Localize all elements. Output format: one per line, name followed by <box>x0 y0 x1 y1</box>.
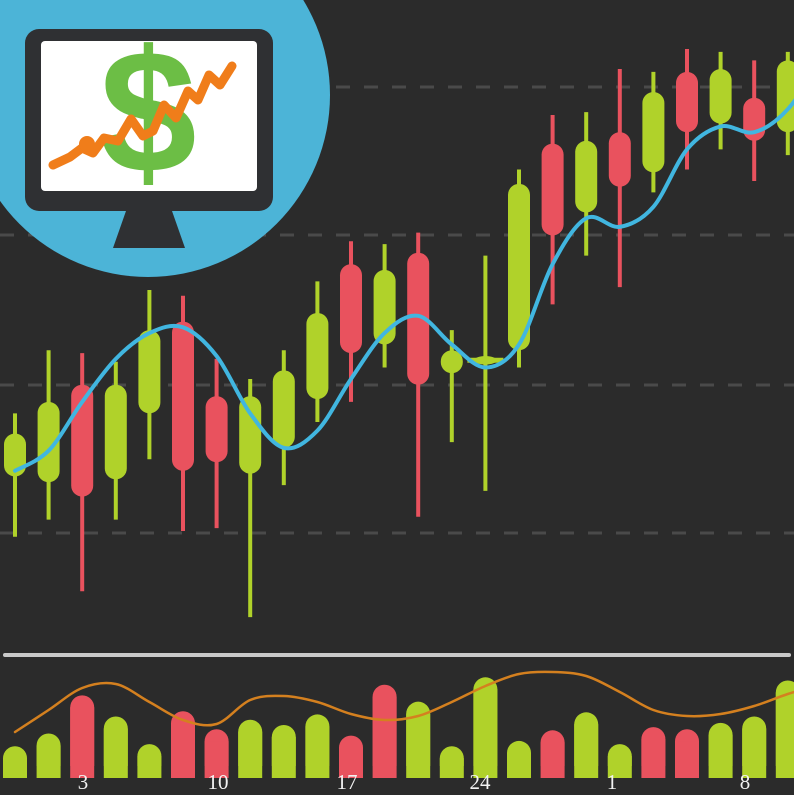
x-axis-tick-labels: 3 10 17 24 1 8 <box>78 770 751 794</box>
volume-bar-base <box>36 745 61 778</box>
volume-bar-base <box>708 734 733 778</box>
candle[interactable] <box>306 281 329 422</box>
volume-overlay-line <box>13 670 794 734</box>
candle-body <box>709 69 732 124</box>
candle-body <box>508 183 530 351</box>
candle[interactable] <box>138 290 161 460</box>
candle-body <box>608 132 631 187</box>
volume-bar-base <box>103 728 128 778</box>
candle-body <box>205 396 228 463</box>
volume-bar-base <box>238 731 263 778</box>
volume-bar-base <box>271 737 296 778</box>
x-axis-tick-label: 3 <box>78 770 89 794</box>
candle-body <box>272 370 295 448</box>
candle[interactable] <box>4 413 26 537</box>
x-axis-tick-label: 1 <box>607 770 618 794</box>
candle-body <box>4 433 26 477</box>
candle[interactable] <box>467 255 504 491</box>
candle-body <box>676 71 698 133</box>
volume-bar-base <box>675 741 699 778</box>
candle-body <box>306 312 329 400</box>
volume-bar-base <box>507 752 531 778</box>
candle-body <box>138 330 161 414</box>
candle[interactable] <box>172 295 194 532</box>
candle-body <box>239 396 262 474</box>
candle[interactable] <box>575 112 598 256</box>
x-axis-tick-label: 17 <box>337 770 358 794</box>
stock-market-monitor-logo[interactable]: $ <box>0 0 330 277</box>
candle[interactable] <box>440 330 463 443</box>
volume-bar-base <box>204 741 229 778</box>
volume-bar-base <box>305 726 330 778</box>
candle[interactable] <box>272 350 295 486</box>
candle[interactable] <box>37 350 60 520</box>
candle[interactable] <box>608 69 631 288</box>
monitor-icon: $ <box>25 15 273 248</box>
volume-bar-series[interactable] <box>0 677 794 795</box>
candle[interactable] <box>642 71 665 193</box>
volume-bar-base <box>574 724 599 778</box>
x-axis-tick-label: 8 <box>740 770 751 794</box>
volume-bar-base <box>70 707 95 778</box>
price-gridlines <box>0 85 794 535</box>
candle-body <box>776 60 794 133</box>
candle-body <box>440 350 463 374</box>
candle[interactable] <box>709 51 732 150</box>
volume-bar-base <box>775 692 794 778</box>
x-axis-tick-label: 10 <box>208 770 229 794</box>
volume-bar-base <box>3 758 27 778</box>
candle-body <box>104 384 127 480</box>
volume-bar-base <box>171 723 195 778</box>
candle-body <box>541 143 564 236</box>
volume-bar-base <box>473 689 498 778</box>
candle[interactable] <box>541 114 564 305</box>
candle-body <box>407 252 430 385</box>
candle[interactable] <box>104 361 127 520</box>
candle[interactable] <box>239 378 262 618</box>
volume-bar-base <box>339 747 363 778</box>
candle-body <box>172 321 194 471</box>
candle[interactable] <box>407 232 430 517</box>
candle-body <box>743 97 766 141</box>
candle[interactable] <box>205 358 228 529</box>
moving-average-line <box>13 98 794 473</box>
volume-bar-base <box>372 696 397 778</box>
volume-bar-base <box>439 758 464 778</box>
x-axis-tick-label: 24 <box>470 770 492 794</box>
volume-bar-base <box>137 756 162 778</box>
volume-bar-base <box>406 713 431 778</box>
candle-body <box>340 264 362 354</box>
candle-body <box>575 140 598 213</box>
volume-bar-base <box>742 728 767 778</box>
trend-line-marker-dot <box>79 136 95 152</box>
candle[interactable] <box>508 169 530 368</box>
candle-body <box>642 92 665 173</box>
monitor-stand <box>113 211 185 248</box>
volume-bar-base <box>641 739 666 778</box>
candle[interactable] <box>340 241 362 402</box>
volume-bar-base <box>540 742 565 778</box>
candle-body <box>37 401 60 483</box>
volume-bar-base <box>607 756 632 778</box>
